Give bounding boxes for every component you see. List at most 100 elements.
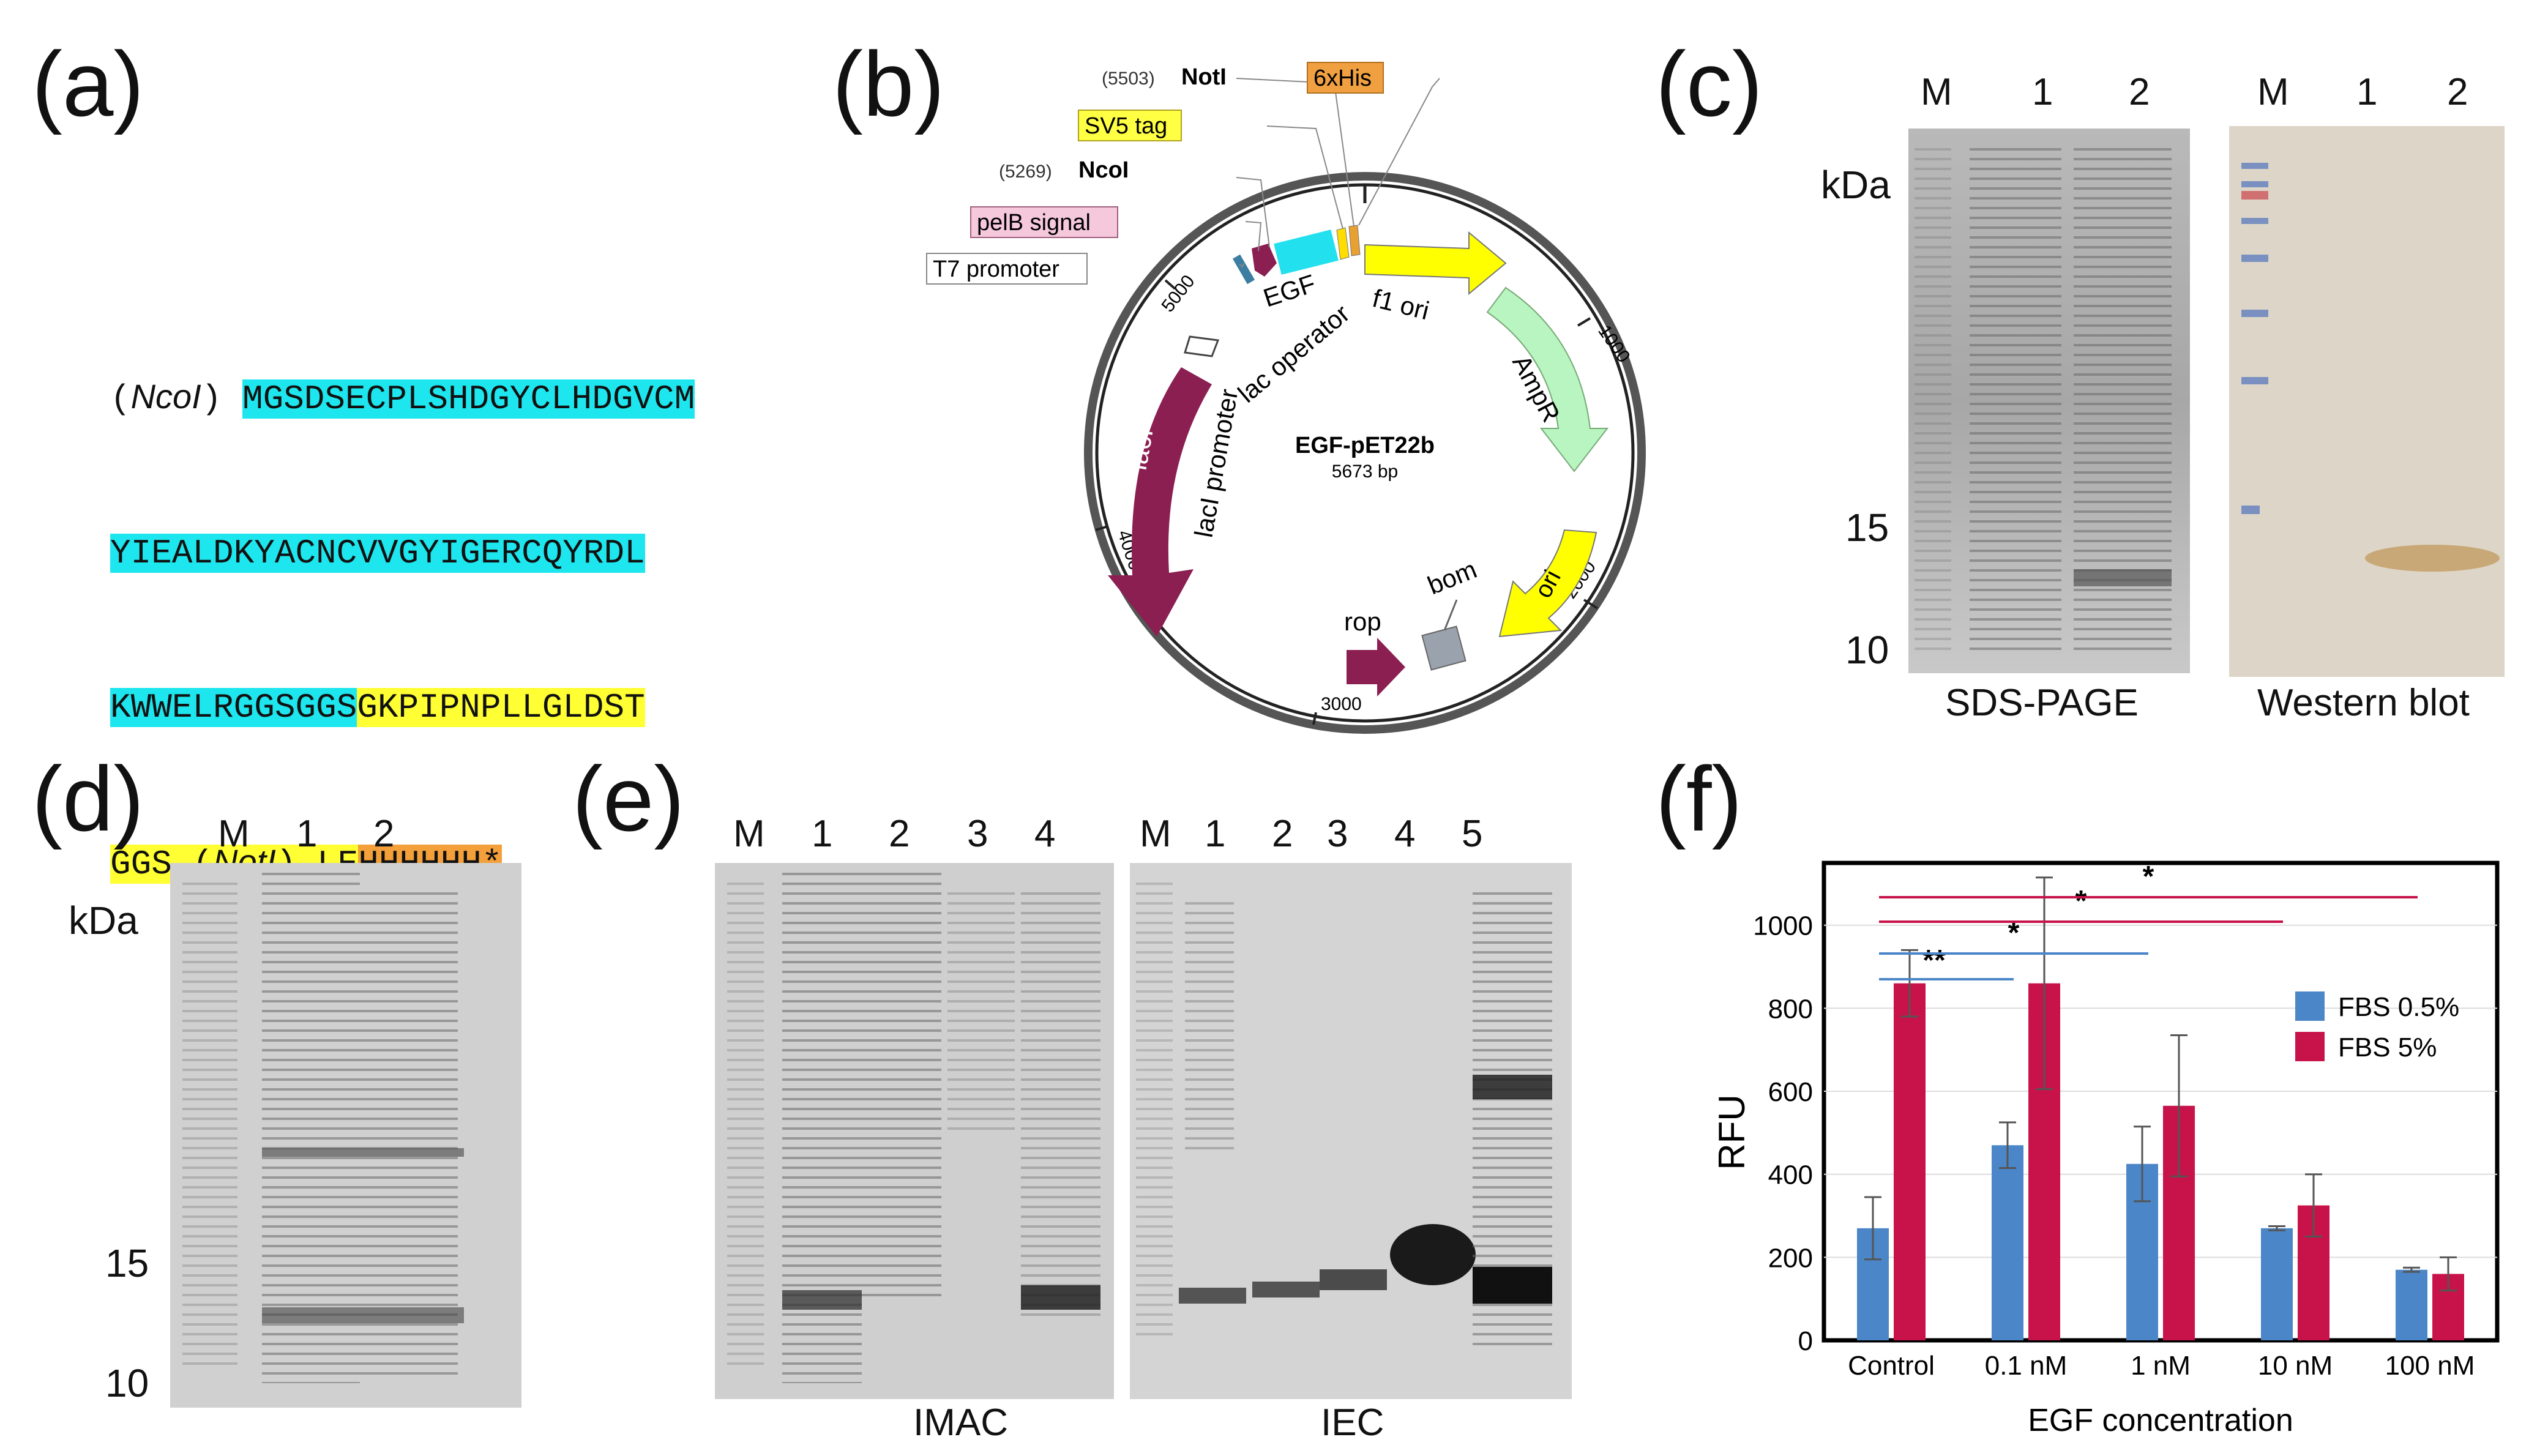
sds-lane-m: M (1921, 71, 1952, 113)
his-tag-label: 6xHis (1313, 65, 1372, 91)
imac-lane-4-bands (1021, 887, 1100, 1316)
pelb-signal-box (970, 206, 1118, 238)
x-axis: Control 0.1 nM 1 nM 10 nM 100 nM (1848, 1351, 2475, 1381)
sds-lane-1: 1 (2032, 71, 2053, 113)
y-tick-label: 800 (1768, 994, 1813, 1024)
gel-d-egf-band (262, 1307, 464, 1323)
tick-3000 (1312, 712, 1317, 725)
imac-lane-4-egf-band (1021, 1285, 1100, 1310)
gel-d-marker-bands (182, 875, 237, 1365)
plasmid-size: 5673 bp (1332, 461, 1398, 482)
wb-marker-band (2241, 310, 2268, 317)
y-tick-label: 400 (1768, 1160, 1813, 1190)
noti-position: (5503) (1102, 69, 1155, 89)
tick-2000 (1583, 599, 1599, 610)
iec-caption: IEC (1321, 1402, 1384, 1444)
plasmid-backbone (1084, 172, 1646, 734)
laci-label: lacI (1123, 426, 1159, 472)
iec-lane-m: M (1140, 813, 1171, 855)
wb-lane-m: M (2257, 71, 2289, 113)
marker-10-d: 10 (105, 1361, 149, 1405)
gel-d-lane-2: 2 (373, 813, 395, 855)
ncoi-label: NcoI (1078, 157, 1129, 183)
imac-lane-1-egf-band (782, 1290, 862, 1310)
marker-10-c: 10 (1845, 628, 1889, 672)
tick-4000 (1095, 525, 1108, 531)
rop-feature (1347, 638, 1405, 696)
his-leader (1358, 78, 1440, 226)
wb-lane-1: 1 (2356, 71, 2378, 113)
x-tick-label: 1 nM (2131, 1351, 2191, 1381)
lac-operator-label: lac operator (1233, 299, 1355, 408)
noti-label: NotI (1181, 64, 1227, 90)
x-tick-label: 100 nM (2385, 1351, 2475, 1381)
wb-background (2229, 126, 2505, 677)
legend-swatch-fbs-5 (2295, 1032, 2325, 1061)
sds-marker-bands (1915, 141, 1951, 655)
imac-lane-3-bands (947, 887, 1015, 1132)
significance-label: * (2008, 917, 2020, 949)
ori-feature (1498, 529, 1597, 638)
x-tick-label: 10 nM (2258, 1351, 2333, 1381)
x-axis-label: EGF concentration (2028, 1403, 2293, 1438)
egf-feature (1274, 230, 1339, 275)
bar (2396, 1269, 2427, 1340)
egf-sequence-part-3: KWWELRGGSGGS (110, 688, 357, 727)
sv5-linker-part-1: GKPIPNPLLGLDST (357, 688, 645, 727)
wb-lane-2: 2 (2447, 71, 2468, 113)
gel-d-lane-1-bands (262, 869, 360, 1383)
x-tick-label: 0.1 nM (1985, 1351, 2068, 1381)
ncoi-leader (1236, 177, 1270, 248)
pelb-signal-label: pelB signal (977, 210, 1091, 236)
bar (1992, 1145, 2023, 1340)
bar (1894, 983, 1926, 1340)
tick-label-5000: 5000 (1158, 271, 1199, 316)
y-axis: 0 200 400 600 800 1000 (1753, 911, 1813, 1356)
tick-5000 (1164, 279, 1176, 290)
sds-lane-1-bands (1970, 141, 2061, 655)
imac-lane-1: 1 (812, 813, 833, 855)
wb-marker-band (2241, 163, 2268, 169)
iec-lane-1: 1 (1205, 813, 1226, 855)
wb-marker-band (2241, 181, 2268, 187)
f1-ori-feature (1364, 231, 1507, 296)
iec-lane-3: 3 (1327, 813, 1348, 855)
western-blot-caption: Western blot (2257, 682, 2470, 724)
wb-marker-band (2241, 506, 2260, 514)
f1-ori-label: f1 ori (1370, 283, 1432, 325)
significance-label: * (2143, 861, 2154, 893)
panel-label-a: (a) (32, 32, 144, 135)
gel-d-band (262, 1148, 464, 1157)
his-tag-feature (1348, 225, 1361, 256)
imac-lane-m: M (733, 813, 765, 855)
iec-lane-5-band (1473, 1075, 1552, 1099)
significance-label: ** (1922, 944, 1946, 977)
y-tick-label: 0 (1798, 1326, 1813, 1356)
imac-lane-2: 2 (889, 813, 910, 855)
y-tick-label: 600 (1768, 1077, 1813, 1107)
paren: ( (110, 379, 131, 419)
iec-marker-bands (1136, 875, 1173, 1340)
sv5-tag-label: SV5 tag (1085, 113, 1167, 139)
bom-label: bom (1424, 554, 1481, 600)
gel-d-lane-m: M (218, 813, 250, 855)
iec-lane-4: 4 (1394, 813, 1416, 855)
kda-label-d: kDa (69, 898, 138, 943)
seq-line-3: KWWELRGGSGGSGKPIPNPLLGLDST (110, 682, 695, 733)
sds-page-gel (1908, 129, 2190, 673)
iec-lane-5: 5 (1462, 813, 1483, 855)
western-blot-membrane (2229, 126, 2505, 677)
panel-label-d: (d) (32, 747, 144, 850)
bom-leader (1443, 599, 1458, 631)
sds-egf-band (2074, 569, 2172, 586)
panel-label-b: (b) (832, 32, 945, 135)
kda-label-c: kDa (1821, 163, 1891, 207)
wb-marker-band (2241, 377, 2268, 384)
ampr-feature (1486, 286, 1609, 472)
iec-lane-4-egf-band (1390, 1224, 1476, 1285)
iec-lane-1-bands (1185, 900, 1234, 1157)
paren: ) (201, 379, 222, 419)
wb-marker-band (2241, 218, 2268, 224)
gel-d-lane-1: 1 (296, 813, 318, 855)
